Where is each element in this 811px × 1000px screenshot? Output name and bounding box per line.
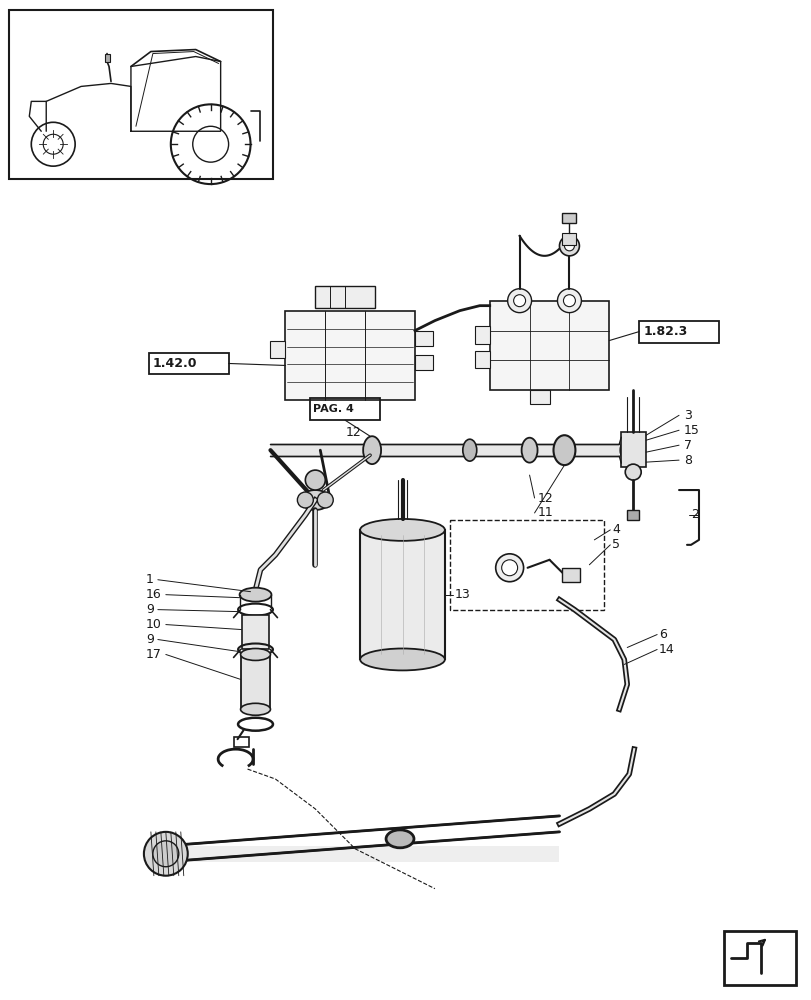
Bar: [562, 233, 576, 245]
Text: 5: 5: [611, 538, 620, 551]
Bar: [270, 444, 619, 456]
Bar: [626, 510, 638, 520]
Bar: [165, 846, 559, 862]
Bar: [449, 520, 603, 610]
Text: 1.42.0: 1.42.0: [152, 357, 197, 370]
Circle shape: [564, 241, 573, 251]
Text: 1: 1: [146, 573, 153, 586]
Bar: [638, 321, 718, 343]
Text: 16: 16: [146, 588, 161, 601]
Bar: [414, 355, 432, 370]
Bar: [270, 341, 285, 358]
Bar: [310, 398, 380, 420]
Circle shape: [152, 841, 178, 867]
Ellipse shape: [521, 438, 537, 463]
Ellipse shape: [240, 648, 270, 660]
Text: 13: 13: [454, 588, 470, 601]
Bar: [241, 615, 269, 649]
Ellipse shape: [240, 703, 270, 715]
Bar: [562, 213, 576, 223]
Circle shape: [559, 236, 579, 256]
Circle shape: [624, 464, 641, 480]
Text: 10: 10: [146, 618, 161, 631]
Circle shape: [495, 554, 523, 582]
Text: 6: 6: [659, 628, 666, 641]
Text: 3: 3: [683, 409, 691, 422]
Bar: [562, 568, 580, 582]
Bar: [474, 326, 489, 344]
Text: 4: 4: [611, 523, 620, 536]
Ellipse shape: [300, 490, 330, 510]
Ellipse shape: [360, 519, 444, 541]
Circle shape: [513, 295, 525, 307]
Circle shape: [557, 289, 581, 313]
Ellipse shape: [385, 830, 414, 848]
Bar: [529, 390, 549, 404]
Bar: [723, 931, 795, 985]
Ellipse shape: [239, 588, 271, 602]
Bar: [360, 530, 444, 659]
Circle shape: [563, 295, 575, 307]
Text: PAG. 4: PAG. 4: [313, 404, 354, 414]
Bar: [240, 654, 270, 709]
Circle shape: [305, 470, 325, 490]
Text: 9: 9: [146, 603, 153, 616]
Text: 8: 8: [683, 454, 691, 467]
Bar: [10, 10, 273, 179]
Text: 2: 2: [690, 508, 698, 521]
Circle shape: [297, 492, 313, 508]
Text: 7: 7: [683, 439, 691, 452]
Bar: [285, 311, 414, 400]
Bar: [105, 54, 109, 62]
Text: 9: 9: [146, 633, 153, 646]
Text: 17: 17: [146, 648, 161, 661]
Bar: [148, 353, 229, 374]
Text: 12: 12: [345, 426, 361, 439]
Bar: [489, 301, 608, 390]
Circle shape: [501, 560, 517, 576]
Ellipse shape: [553, 435, 575, 465]
Ellipse shape: [462, 439, 476, 461]
Circle shape: [144, 832, 187, 876]
Circle shape: [317, 492, 333, 508]
Circle shape: [507, 289, 531, 313]
Bar: [315, 286, 375, 308]
Ellipse shape: [620, 439, 633, 461]
Text: 12: 12: [537, 492, 552, 505]
Bar: [620, 432, 646, 467]
Text: 11: 11: [537, 506, 552, 519]
Ellipse shape: [363, 436, 380, 464]
Text: 1.82.3: 1.82.3: [642, 325, 687, 338]
Text: 14: 14: [659, 643, 674, 656]
Ellipse shape: [360, 648, 444, 670]
Bar: [474, 351, 489, 368]
Bar: [414, 331, 432, 346]
Text: 15: 15: [683, 424, 699, 437]
Bar: [234, 737, 248, 747]
